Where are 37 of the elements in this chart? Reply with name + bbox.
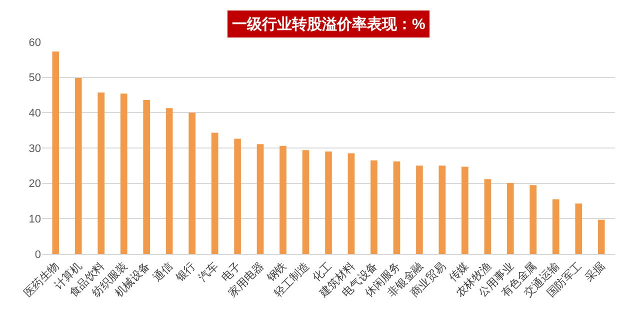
x-tick-label: 银行 <box>173 260 198 285</box>
y-tick-label: 0 <box>34 248 41 261</box>
bar <box>98 92 105 254</box>
y-tick-label: 10 <box>28 214 41 226</box>
bar <box>211 132 218 254</box>
bar <box>416 166 423 254</box>
y-tick-label: 60 <box>28 36 41 49</box>
bar <box>302 150 310 254</box>
bar <box>256 144 264 254</box>
y-tick-label: 40 <box>28 108 41 120</box>
y-tick-label: 50 <box>28 72 41 84</box>
bar <box>166 108 173 254</box>
bar <box>52 52 60 254</box>
y-tick-label: 20 <box>28 178 41 190</box>
bar <box>348 153 355 254</box>
y-tick-label: 30 <box>28 142 41 155</box>
x-tick-label: 通信 <box>150 260 176 284</box>
bar <box>74 78 82 254</box>
chart-title: 一级行业转股溢价率表现：% <box>232 15 426 33</box>
bar <box>484 179 492 254</box>
bar <box>575 203 582 254</box>
bar <box>234 138 241 254</box>
x-tick-label: 采掘 <box>582 260 608 284</box>
bar <box>506 182 514 254</box>
bar <box>552 199 560 254</box>
bar <box>462 166 468 254</box>
bar <box>280 146 286 254</box>
bar <box>393 161 400 254</box>
bar <box>188 112 196 254</box>
bar <box>598 220 605 254</box>
bar <box>438 166 446 254</box>
bar <box>370 160 378 254</box>
bar <box>120 94 128 254</box>
bar <box>143 100 150 254</box>
bar <box>325 152 332 254</box>
bar <box>530 185 537 254</box>
x-tick-label: 汽车 <box>196 260 221 284</box>
